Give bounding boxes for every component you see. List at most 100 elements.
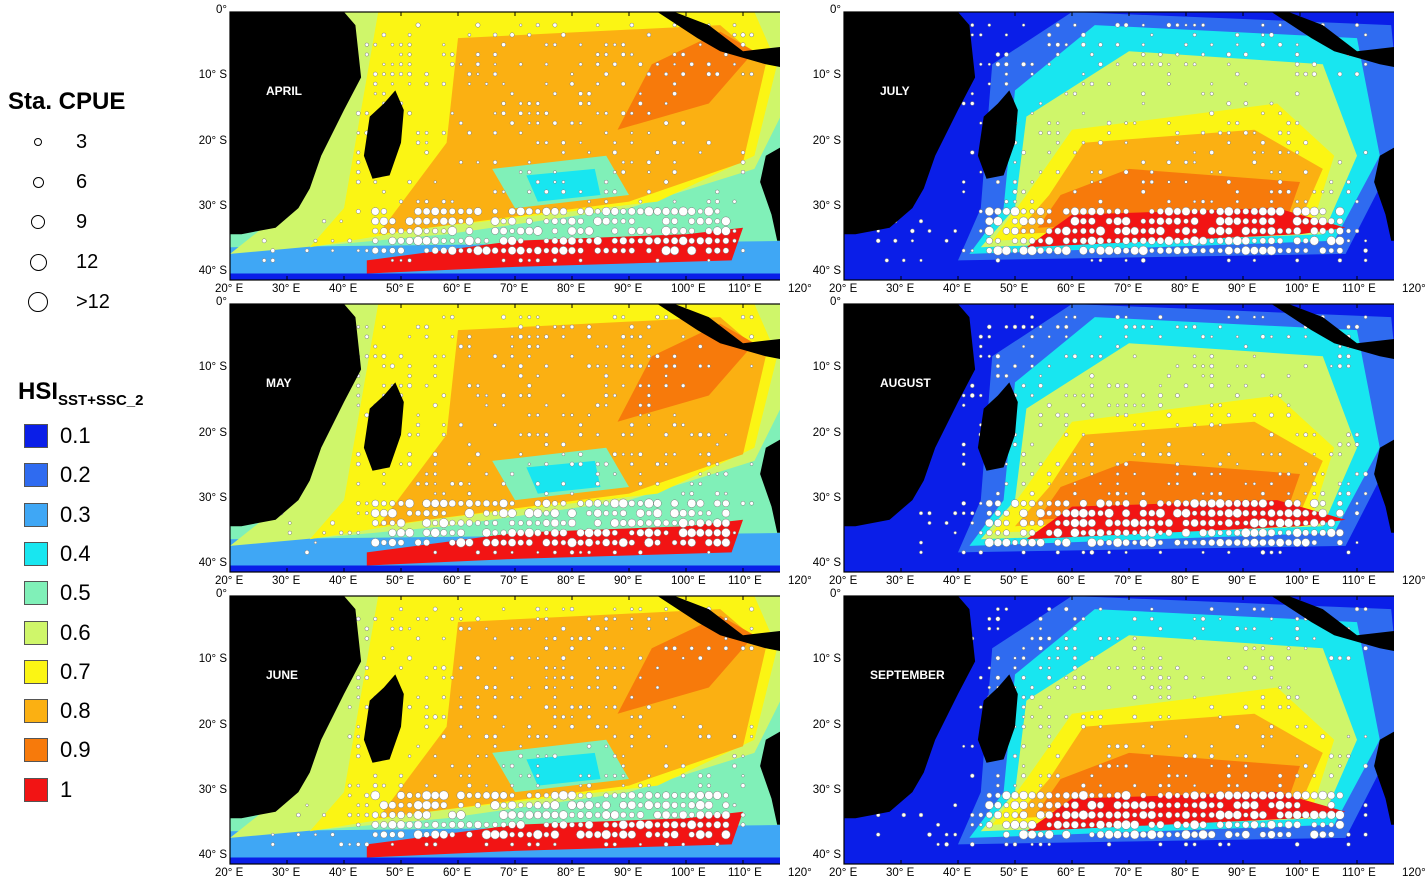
- cpue-station: [1329, 364, 1333, 368]
- cpue-station: [356, 325, 361, 329]
- cpue-station: [697, 773, 703, 779]
- cpue-station: [1141, 675, 1146, 680]
- cpue-station: [534, 792, 541, 799]
- cpue-station: [1335, 810, 1345, 820]
- hsi-zone: [526, 460, 601, 494]
- cpue-station: [1243, 754, 1248, 759]
- cpue-station: [637, 792, 644, 799]
- cpue-station: [492, 510, 498, 517]
- cpue-station: [578, 461, 583, 467]
- cpue-station: [474, 237, 482, 245]
- cpue-station: [415, 792, 422, 799]
- cpue-station: [962, 190, 966, 194]
- cpue-station: [390, 82, 394, 86]
- cpue-station: [628, 821, 636, 829]
- cpue-station: [1133, 452, 1137, 456]
- cpue-station: [1235, 71, 1240, 77]
- cpue-station: [501, 481, 506, 487]
- cpue-station: [714, 218, 721, 225]
- longitude-tick-label: 70° E: [1114, 575, 1143, 587]
- cpue-station: [1286, 374, 1291, 378]
- cpue-station: [647, 383, 651, 388]
- cpue-station: [1053, 820, 1063, 830]
- cpue-station: [1055, 773, 1061, 779]
- cpue-station: [380, 208, 388, 215]
- cpue-station: [1319, 227, 1327, 235]
- cpue-station: [1199, 539, 1207, 546]
- cpue-station: [595, 626, 601, 632]
- cpue-station: [621, 42, 626, 47]
- cpue-station: [1123, 743, 1129, 749]
- cpue-station: [1064, 335, 1068, 339]
- cpue-station: [1284, 801, 1293, 809]
- cpue-station: [611, 821, 618, 828]
- cpue-station: [1284, 518, 1294, 528]
- cpue-station: [1149, 685, 1154, 690]
- cpue-station: [1216, 821, 1224, 829]
- cpue-station: [1363, 832, 1368, 837]
- longitude-tick-label: 90° E: [1228, 283, 1257, 295]
- cpue-station: [508, 207, 516, 216]
- cpue-station: [534, 499, 542, 507]
- cpue-station: [576, 811, 585, 819]
- cpue-legend-item: 9: [20, 207, 87, 237]
- cpue-station: [1011, 811, 1019, 819]
- cpue-station: [1157, 675, 1163, 681]
- cpue-station: [1327, 217, 1335, 225]
- cpue-station: [406, 812, 413, 818]
- cpue-station: [722, 801, 730, 809]
- cpue-station: [1192, 783, 1197, 788]
- cpue-station: [629, 695, 634, 700]
- cpue-station: [1047, 62, 1051, 67]
- cpue-station: [681, 141, 685, 145]
- cpue-station: [1318, 810, 1328, 820]
- cpue-station: [1088, 217, 1096, 225]
- cpue-station: [415, 510, 422, 517]
- longitude-tick-label: 20° E: [829, 575, 858, 587]
- cpue-station: [1030, 199, 1035, 204]
- cpue-station: [1158, 61, 1163, 67]
- cpue-station: [1061, 538, 1071, 548]
- cpue-station: [1278, 150, 1283, 155]
- cpue-station: [601, 206, 611, 216]
- cpue-station: [544, 432, 549, 437]
- cpue-station: [1132, 616, 1137, 622]
- cpue-station: [569, 120, 575, 126]
- cpue-station: [1115, 344, 1120, 349]
- cpue-station: [1028, 237, 1036, 245]
- cpue-station: [1227, 62, 1231, 66]
- cpue-station: [466, 831, 473, 838]
- cpue-station: [415, 22, 421, 28]
- cpue-station: [1073, 23, 1077, 27]
- cpue-station: [433, 180, 437, 184]
- cpue-station: [450, 52, 455, 57]
- cpue-station: [380, 227, 388, 235]
- cpue-station: [1105, 811, 1113, 819]
- cpue-station: [364, 111, 369, 116]
- cpue-station: [567, 800, 577, 810]
- cpue-station: [381, 353, 387, 359]
- cpue-station: [476, 715, 480, 719]
- cpue-station: [1259, 538, 1267, 547]
- indonesia-land: [1271, 596, 1394, 651]
- cpue-station: [1130, 226, 1139, 236]
- cpue-station: [1312, 481, 1317, 487]
- cpue-station: [1030, 325, 1034, 329]
- longitude-tick-label: 90° E: [614, 283, 643, 295]
- cpue-station: [1146, 829, 1157, 840]
- cpue-station: [422, 207, 431, 216]
- cpue-station: [672, 169, 678, 175]
- cpue-station: [442, 423, 446, 427]
- cpue-station: [1122, 247, 1130, 254]
- cpue-station: [741, 72, 745, 76]
- cpue-station: [1293, 499, 1302, 508]
- cpue-station: [646, 324, 652, 330]
- cpue-station: [567, 508, 577, 518]
- cpue-station: [422, 499, 431, 508]
- cpue-station: [1292, 538, 1302, 547]
- cpue-station: [595, 81, 600, 86]
- cpue-station: [1133, 472, 1137, 476]
- hsi-legend-item: 1: [24, 775, 72, 805]
- cpue-station: [630, 617, 634, 621]
- cpue-station: [1226, 773, 1232, 779]
